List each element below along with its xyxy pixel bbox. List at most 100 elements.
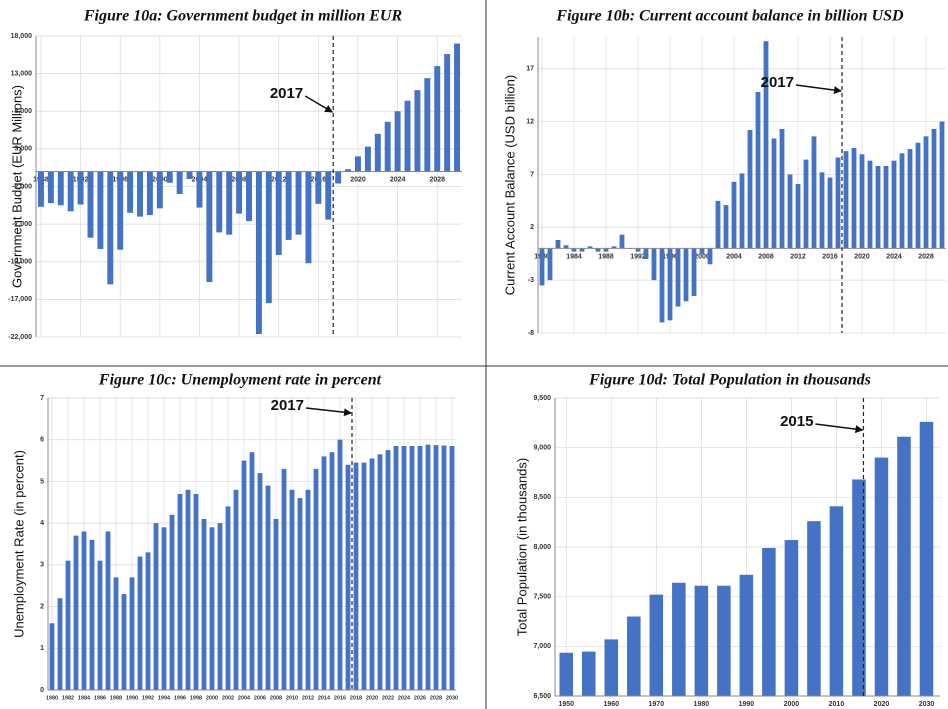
bar (169, 514, 175, 690)
bar (81, 531, 87, 690)
x-tick-label: 1982 (62, 695, 74, 701)
bar (414, 90, 421, 172)
annotation-arrow (795, 84, 842, 95)
bar (289, 489, 295, 690)
bar (675, 248, 681, 307)
bar (97, 171, 104, 249)
bar (37, 171, 44, 207)
bar (206, 171, 213, 283)
bar (851, 148, 857, 249)
bar (153, 523, 159, 690)
bar (867, 160, 873, 249)
bar (919, 421, 934, 696)
bar (77, 171, 84, 205)
x-tick-label: 2028 (429, 176, 445, 183)
bar (603, 248, 609, 252)
bar (559, 652, 574, 696)
x-tick-label: 1994 (158, 695, 171, 701)
x-tick-label: 1970 (649, 701, 665, 708)
bar (285, 171, 292, 240)
y-tick-label: 1 (40, 645, 44, 652)
annotation: 2017 (270, 85, 303, 102)
x-tick-label: 2012 (790, 253, 806, 260)
y-tick-label: -8 (528, 330, 534, 337)
annotation-arrow (305, 407, 352, 417)
bar (146, 171, 153, 216)
y-tick-label: -17,000 (8, 296, 32, 303)
bar (784, 540, 799, 696)
bar (361, 462, 367, 690)
bar (604, 639, 619, 696)
bar (185, 489, 191, 690)
bar (265, 171, 272, 304)
x-tick-label: 1984 (78, 695, 91, 701)
bar (803, 159, 809, 249)
y-tick-label: 9,500 (533, 395, 551, 402)
bar (121, 594, 127, 690)
bar (444, 54, 451, 172)
bar (225, 506, 231, 690)
bar (369, 458, 375, 690)
x-tick-label: 2002 (222, 695, 234, 701)
bar (587, 246, 593, 249)
bar (216, 171, 223, 233)
bar (176, 171, 183, 195)
bar (787, 174, 793, 249)
bar (897, 436, 911, 696)
bar (874, 457, 889, 696)
bar (201, 518, 207, 690)
bar (335, 171, 342, 184)
x-tick-label: 2010 (829, 701, 845, 708)
bar (707, 248, 713, 265)
bar (145, 552, 151, 690)
x-tick-label: 2000 (694, 253, 710, 260)
y-tick-label: 7 (40, 395, 44, 402)
bar (87, 171, 94, 238)
bar (57, 171, 64, 206)
bar (193, 493, 199, 690)
x-tick-label: 1990 (739, 701, 755, 708)
bar (441, 445, 447, 690)
x-tick-label: 1990 (126, 695, 138, 701)
bar (384, 121, 391, 172)
x-tick-label: 2030 (919, 701, 935, 708)
bar (236, 171, 243, 214)
bar (374, 133, 381, 172)
bar (117, 171, 124, 250)
x-tick-label: 1986 (94, 695, 106, 701)
chart-title: Figure 10c: Unemployment rate in percent (98, 372, 382, 389)
bar (635, 248, 641, 252)
bar (454, 43, 461, 172)
bar (89, 539, 95, 690)
bar (875, 165, 881, 249)
bar (137, 556, 143, 690)
bar (547, 248, 553, 281)
x-tick-label: 1996 (174, 695, 186, 701)
bar (691, 248, 697, 296)
chart-title: Figure 10d: Total Population in thousand… (588, 372, 871, 389)
bar (97, 560, 103, 690)
bar (433, 445, 439, 690)
y-tick-label: 3 (40, 562, 44, 569)
x-tick-label: 2010 (286, 695, 298, 701)
bar (579, 248, 585, 252)
bar (129, 577, 135, 690)
y-tick-label: 7,500 (533, 594, 551, 601)
annotation: 2017 (761, 74, 794, 91)
bar (715, 200, 721, 249)
annotation-arrow (815, 423, 864, 434)
x-tick-label: 1950 (558, 701, 574, 708)
bar (739, 173, 745, 249)
bar (257, 473, 263, 690)
bar (723, 205, 729, 249)
bar (226, 171, 233, 235)
bar (409, 445, 415, 690)
bar (779, 128, 785, 249)
y-tick-label: 5 (40, 478, 44, 485)
bar (107, 171, 114, 285)
bar (233, 489, 239, 690)
y-tick-label: -7,000 (12, 221, 32, 228)
bar (762, 547, 776, 696)
y-tick-label: 7 (530, 171, 534, 178)
